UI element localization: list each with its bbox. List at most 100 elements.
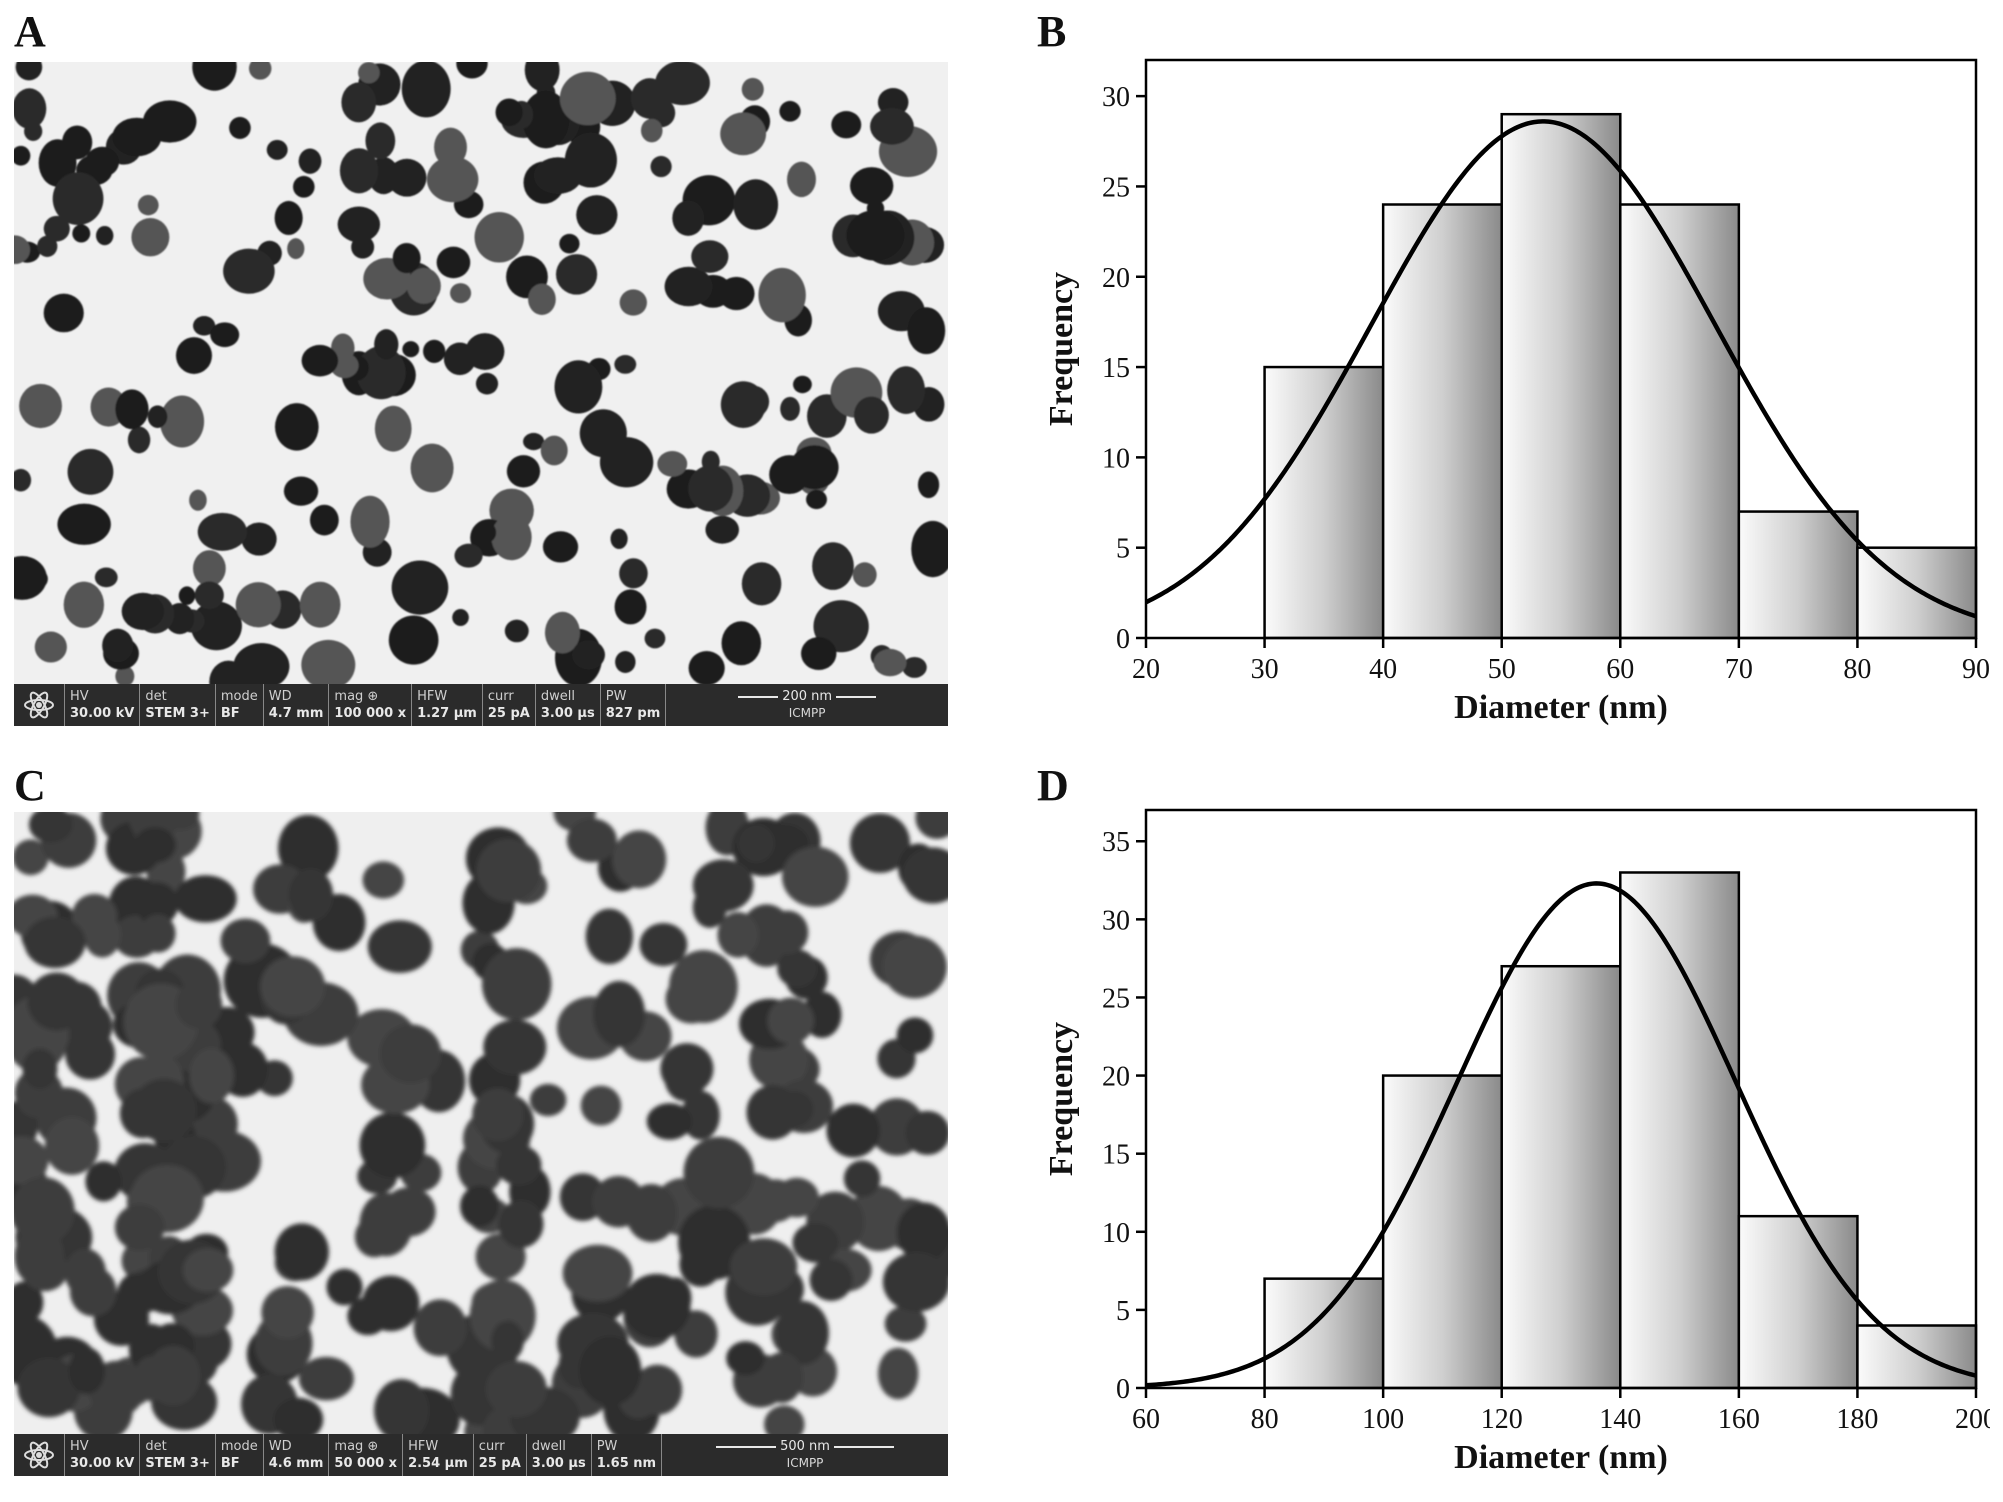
nanoparticle-blob bbox=[572, 640, 606, 670]
nanoparticle-blob bbox=[491, 1320, 524, 1362]
nanoparticle-blob bbox=[174, 875, 237, 923]
nanoparticle-blob bbox=[14, 1226, 65, 1287]
nanoparticle-blob bbox=[902, 847, 948, 904]
nanoparticle-blob bbox=[197, 512, 247, 551]
nanoparticle-blob bbox=[555, 254, 598, 295]
nanoparticle-blob bbox=[241, 522, 277, 556]
microscope-info-bar-a: HV 30.00 kV det STEM 3+ mode BF WD 4.7 mm ma… bbox=[14, 684, 948, 726]
info-cell-hfw: HFW 1.27 µm bbox=[411, 684, 482, 726]
nanoparticle-blob bbox=[741, 77, 764, 101]
y-tick-label: 25 bbox=[1102, 172, 1130, 203]
nanoparticle-blob bbox=[34, 631, 67, 663]
atom-logo-icon bbox=[14, 684, 64, 726]
nanoparticle-blob bbox=[578, 1335, 642, 1406]
histogram-bar bbox=[1856, 1324, 1978, 1390]
nanoparticle-blob bbox=[737, 385, 770, 418]
nanoparticle-blob bbox=[777, 949, 817, 988]
info-cell-mag: mag ⊕ 100 000 x bbox=[328, 684, 411, 726]
nanoparticle-blob bbox=[209, 660, 248, 684]
scale-bar-c: 500 nm ICMPP bbox=[661, 1434, 948, 1476]
nanoparticle-blob bbox=[801, 637, 837, 671]
lab-name: ICMPP bbox=[786, 1456, 824, 1470]
nanoparticle-blob bbox=[85, 1161, 122, 1202]
nanoparticle-blob bbox=[450, 283, 472, 304]
panel-letter-a: A bbox=[14, 7, 46, 56]
x-tick-label: 200 bbox=[1955, 1404, 1990, 1435]
y-axis-label: Frequency bbox=[1043, 272, 1080, 426]
nanoparticle-blob bbox=[760, 1352, 803, 1403]
nanoparticle-blob bbox=[809, 1258, 853, 1302]
x-tick-label: 140 bbox=[1599, 1404, 1641, 1435]
x-tick-label: 80 bbox=[1251, 1404, 1279, 1435]
nanoparticle-blob bbox=[730, 1238, 798, 1296]
nanoparticle-blob bbox=[43, 215, 70, 242]
atom-logo-icon bbox=[14, 1434, 64, 1476]
nanoparticle-blob bbox=[175, 980, 223, 1029]
nanoparticle-blob bbox=[298, 148, 322, 174]
nanoparticle-blob bbox=[741, 562, 782, 606]
nanoparticle-blob bbox=[57, 503, 111, 545]
nanoparticle-blob bbox=[175, 337, 213, 374]
nanoparticle-blob bbox=[391, 560, 449, 615]
nanoparticle-blob bbox=[780, 396, 800, 421]
nanoparticle-blob bbox=[83, 911, 122, 958]
y-tick-label: 20 bbox=[1102, 263, 1130, 294]
x-axis-label: Diameter (nm) bbox=[1454, 1439, 1668, 1476]
nanoparticle-blob bbox=[691, 240, 729, 273]
nanoparticle-blob bbox=[189, 489, 207, 511]
nanoparticle-blob bbox=[655, 62, 710, 106]
nanoparticle-blob bbox=[114, 1204, 165, 1251]
nanoparticle-blob bbox=[436, 246, 471, 279]
nanoparticle-blob bbox=[341, 82, 377, 123]
nanoparticle-blob bbox=[146, 1345, 201, 1406]
nanoparticle-blob bbox=[781, 846, 849, 907]
info-cell-wd: WD 4.6 mm bbox=[262, 1434, 329, 1476]
nanoparticle-blob bbox=[273, 1397, 324, 1434]
nanoparticle-blob bbox=[365, 122, 396, 160]
nanoparticle-blob bbox=[644, 628, 666, 649]
nanoparticle-blob bbox=[28, 812, 73, 843]
normal-fit-curve bbox=[1146, 881, 1976, 1388]
nanoparticle-blob bbox=[585, 908, 634, 965]
nanoparticle-blob bbox=[896, 1202, 948, 1262]
nanoparticle-blob bbox=[137, 194, 159, 216]
nanoparticle-blob bbox=[62, 125, 93, 160]
info-cell-det: det STEM 3+ bbox=[139, 1434, 215, 1476]
nanoparticle-blob bbox=[688, 465, 734, 512]
nanoparticle-blob bbox=[465, 333, 505, 370]
nanoparticle-blob bbox=[576, 195, 618, 235]
nanoparticle-blob bbox=[260, 956, 326, 1018]
nanoparticle-blob bbox=[147, 405, 168, 428]
nanoparticle-blob bbox=[379, 1024, 442, 1083]
nanoparticle-blob bbox=[640, 118, 663, 143]
nanoparticle-blob bbox=[475, 372, 499, 395]
nanoparticle-blob bbox=[853, 396, 889, 434]
nanoparticle-blob bbox=[192, 62, 237, 91]
nanoparticle-blob bbox=[452, 609, 469, 627]
nanoparticle-blob bbox=[831, 111, 862, 139]
nanoparticle-blob bbox=[619, 289, 647, 316]
nanoparticle-blob bbox=[657, 450, 688, 477]
histogram-svg-d: 60 80 100 120 140 160 180 200 0 5 10 15 20 25 30 35 Diam… bbox=[1043, 808, 1997, 1476]
nanoparticle-blob bbox=[524, 62, 560, 92]
info-cell-mag: mag ⊕ 50 000 x bbox=[328, 1434, 402, 1476]
x-tick-label: 160 bbox=[1718, 1404, 1760, 1435]
nanoparticle-blob bbox=[65, 1029, 116, 1080]
nanoparticle-blob bbox=[775, 1300, 829, 1365]
nanoparticle-blob bbox=[14, 1281, 44, 1324]
info-cell-wd: WD 4.7 mm bbox=[262, 684, 329, 726]
nanoparticle-blob bbox=[668, 950, 738, 1024]
normal-fit-curve bbox=[1146, 119, 1976, 619]
x-tick-label: 90 bbox=[1962, 654, 1990, 685]
nanoparticle-blob bbox=[63, 581, 105, 628]
info-cell-mode: mode BF bbox=[214, 1434, 263, 1476]
nanoparticle-blob bbox=[367, 920, 432, 973]
nanoparticle-blob bbox=[692, 859, 754, 912]
nanoparticle-blob bbox=[456, 62, 488, 79]
nanoparticle-blob bbox=[659, 1277, 692, 1320]
nanoparticle-blob bbox=[192, 550, 226, 587]
nanoparticle-blob bbox=[559, 71, 616, 126]
nanoparticle-blob bbox=[235, 582, 281, 628]
info-cell-curr: curr 25 pA bbox=[472, 1434, 526, 1476]
info-cell-dwell: dwell 3.00 µs bbox=[525, 1434, 591, 1476]
